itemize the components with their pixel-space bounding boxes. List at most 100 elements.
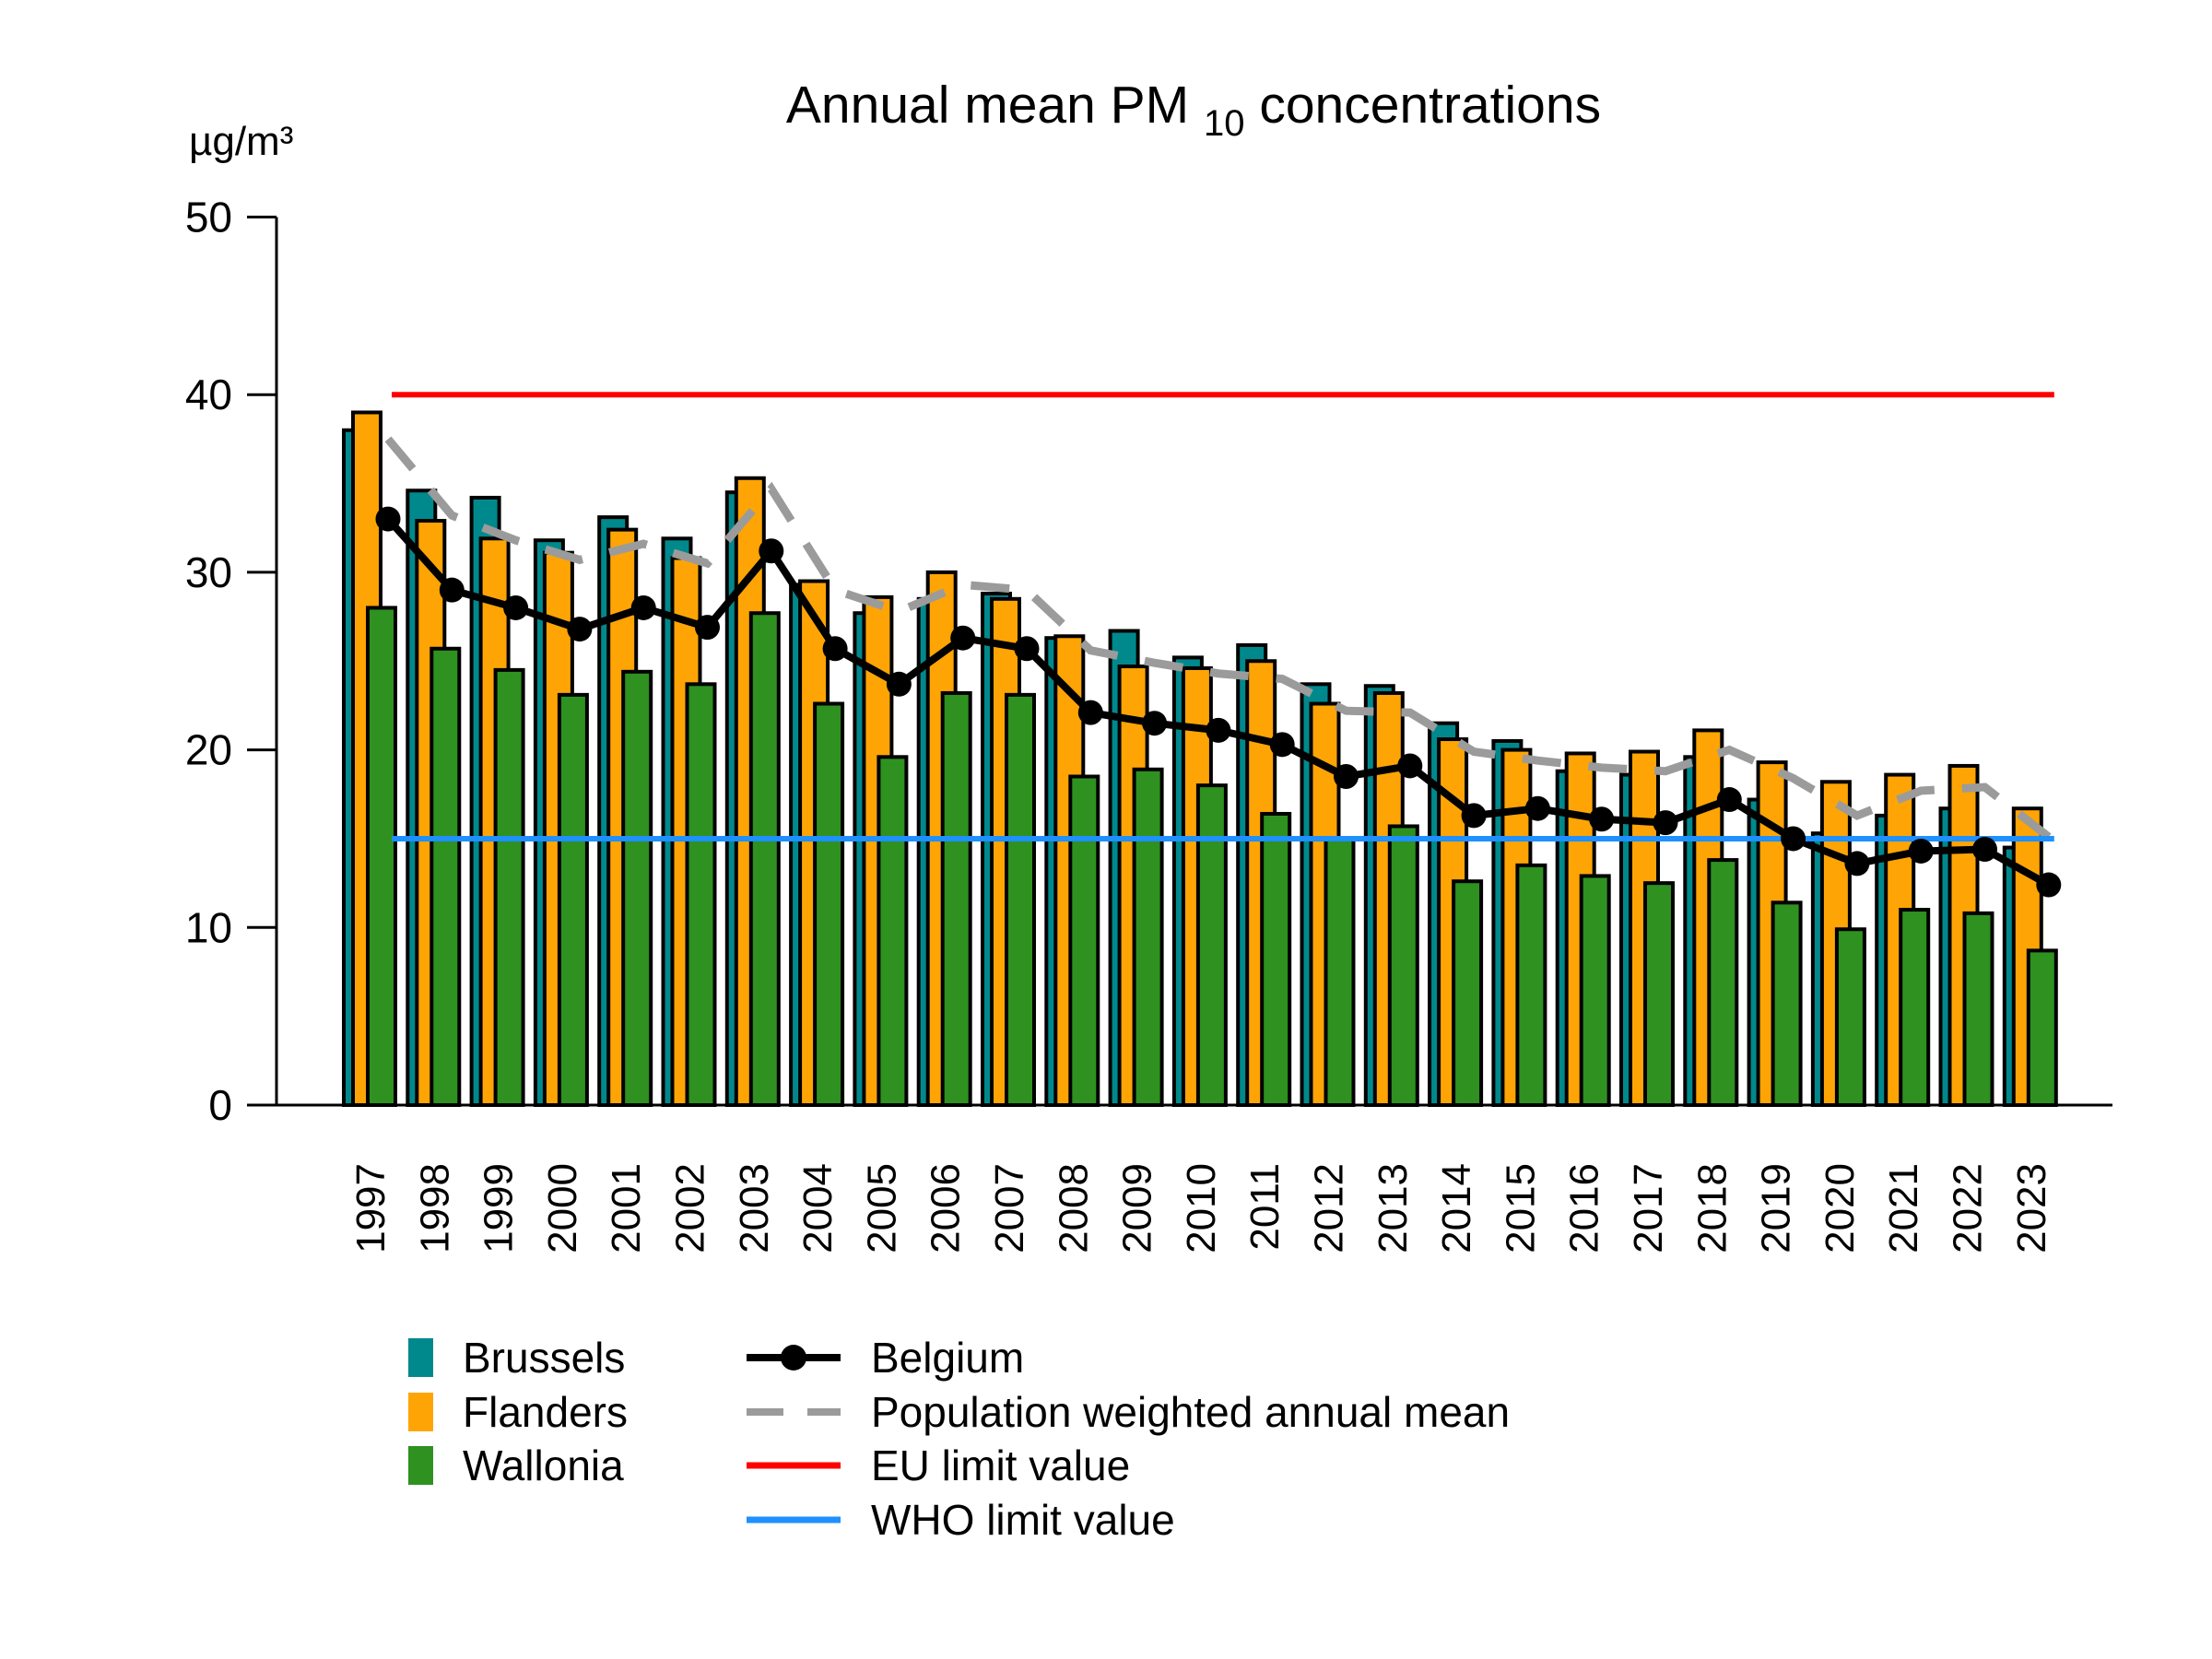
x-label-2003: 2003 — [732, 1163, 777, 1253]
belgium-point-2011 — [1269, 732, 1295, 758]
x-label-2006: 2006 — [924, 1163, 969, 1253]
x-label-2011: 2011 — [1242, 1163, 1288, 1251]
bar-wallonia-2020 — [1834, 927, 1866, 1107]
belgium-point-2015 — [1524, 795, 1550, 821]
plot-area: 0 10 20 30 40 50 1997 1998 1999 2000 2001 2002 2003 2… — [185, 194, 2062, 1253]
chart-title-suffix: concentrations — [1259, 76, 1601, 135]
x-label-2017: 2017 — [1626, 1163, 1671, 1253]
x-label-2001: 2001 — [604, 1163, 649, 1253]
belgium-point-1997 — [375, 506, 401, 532]
bar-wallonia-1999 — [493, 667, 525, 1107]
belgium-point-2002 — [695, 615, 720, 641]
belgium-point-2021 — [1908, 838, 1934, 864]
bar-wallonia-2019 — [1771, 900, 1803, 1108]
belgium-point-2013 — [1397, 753, 1423, 779]
legend-label-wallonia: Wallonia — [463, 1441, 624, 1489]
belgium-point-2020 — [1844, 851, 1870, 877]
belgium-point-2004 — [822, 636, 848, 662]
belgium-point-2006 — [950, 625, 976, 651]
bar-wallonia-2018 — [1707, 858, 1739, 1107]
legend-label-belgium: Belgium — [871, 1334, 1024, 1382]
bar-wallonia-2022 — [1962, 911, 1994, 1107]
belgium-point-2018 — [1716, 787, 1742, 813]
x-label-2000: 2000 — [540, 1163, 585, 1253]
x-label-2021: 2021 — [1881, 1163, 1926, 1253]
belgium-point-2009 — [1142, 711, 1168, 736]
bar-wallonia-2008 — [1068, 774, 1100, 1107]
legend-label-eu-limit: EU limit value — [871, 1441, 1130, 1489]
belgium-point-1999 — [503, 594, 529, 620]
bar-wallonia-1998 — [429, 646, 462, 1107]
bar-wallonia-2001 — [621, 669, 653, 1107]
x-label-2022: 2022 — [1946, 1163, 1991, 1253]
x-label-2004: 2004 — [795, 1163, 841, 1253]
y-tick-label-30: 30 — [185, 548, 232, 596]
belgium-point-2022 — [1972, 837, 1997, 863]
bar-wallonia-2014 — [1452, 879, 1484, 1107]
x-label-2016: 2016 — [1562, 1163, 1607, 1253]
x-label-2010: 2010 — [1179, 1163, 1224, 1253]
x-label-1998: 1998 — [412, 1163, 457, 1253]
belgium-point-2014 — [1461, 803, 1487, 829]
x-label-1997: 1997 — [348, 1163, 394, 1253]
x-label-2020: 2020 — [1818, 1163, 1863, 1253]
y-tick-label-20: 20 — [185, 726, 232, 774]
belgium-point-2012 — [1334, 764, 1359, 790]
x-label-1999: 1999 — [477, 1163, 522, 1253]
legend-key-flanders-swatch — [408, 1393, 433, 1431]
bar-wallonia-2003 — [748, 611, 781, 1107]
bar-wallonia-2009 — [1132, 767, 1164, 1107]
y-tick-label-0: 0 — [208, 1081, 232, 1129]
belgium-point-2001 — [630, 594, 656, 620]
bar-wallonia-2012 — [1324, 836, 1356, 1107]
belgium-point-1998 — [439, 577, 465, 603]
bar-wallonia-2005 — [877, 755, 909, 1107]
bar-wallonia-2000 — [557, 692, 589, 1107]
x-label-2012: 2012 — [1307, 1163, 1352, 1253]
y-tick-label-50: 50 — [185, 194, 232, 241]
chart-title-subscript: 10 — [1204, 103, 1245, 144]
bar-wallonia-2023 — [2026, 948, 2058, 1107]
y-axis-unit-label: µg/m³ — [189, 119, 293, 164]
population-weighted-line — [384, 436, 2052, 841]
bar-wallonia-2013 — [1387, 824, 1419, 1107]
x-label-2018: 2018 — [1689, 1163, 1735, 1253]
belgium-point-2010 — [1206, 717, 1231, 743]
bar-wallonia-2010 — [1195, 783, 1228, 1107]
legend-label-pop-weighted: Population weighted annual mean — [871, 1388, 1510, 1436]
legend-label-who-limit: WHO limit value — [871, 1496, 1175, 1544]
x-label-2002: 2002 — [668, 1163, 713, 1253]
y-tick-label-40: 40 — [185, 371, 232, 418]
belgium-point-2005 — [886, 671, 912, 697]
belgium-point-2017 — [1653, 810, 1678, 836]
legend: Brussels Flanders Wallonia Belgium Popul… — [408, 1334, 1510, 1544]
bar-wallonia-2006 — [940, 690, 972, 1107]
belgium-point-2003 — [759, 538, 784, 564]
belgium-point-2007 — [1014, 636, 1040, 662]
belgium-point-2023 — [2036, 872, 2062, 898]
x-label-2023: 2023 — [2009, 1163, 2054, 1253]
bar-wallonia-2011 — [1260, 811, 1292, 1107]
chart-title: Annual mean PM 10 concentrations — [786, 76, 1601, 147]
x-label-2007: 2007 — [987, 1163, 1032, 1253]
bar-wallonia-2017 — [1643, 881, 1675, 1107]
chart-title-prefix: Annual mean PM — [786, 76, 1189, 135]
bar-wallonia-2015 — [1515, 863, 1547, 1107]
bar-wallonia-2004 — [813, 701, 845, 1107]
legend-key-brussels-swatch — [408, 1338, 433, 1377]
bar-wallonia-1997 — [366, 606, 397, 1107]
x-label-2005: 2005 — [859, 1163, 904, 1253]
belgium-point-2008 — [1077, 700, 1103, 725]
bar-wallonia-2016 — [1579, 874, 1611, 1107]
x-label-2008: 2008 — [1051, 1163, 1096, 1253]
x-label-2009: 2009 — [1115, 1163, 1160, 1253]
bar-wallonia-2007 — [1005, 692, 1036, 1107]
belgium-point-2019 — [1781, 826, 1806, 852]
legend-key-belgium-marker-icon — [781, 1345, 806, 1371]
x-label-2013: 2013 — [1371, 1163, 1416, 1253]
belgium-point-2000 — [567, 617, 593, 642]
legend-label-brussels: Brussels — [463, 1334, 625, 1382]
legend-label-flanders: Flanders — [463, 1388, 628, 1436]
